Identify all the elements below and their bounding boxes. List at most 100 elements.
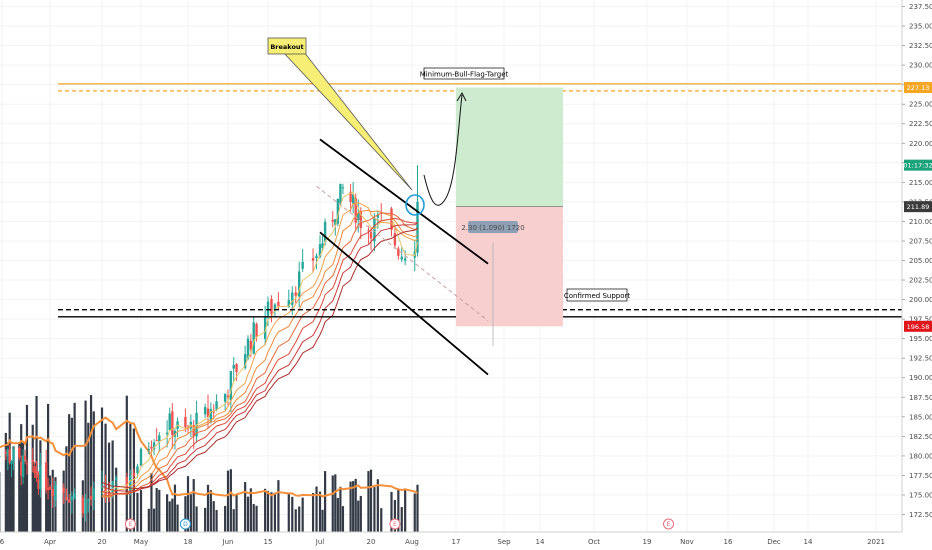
volume-bar (115, 467, 118, 532)
volume-bar (125, 395, 128, 532)
candle-body (263, 317, 267, 339)
candle-body (373, 218, 376, 242)
candle-body (403, 258, 407, 261)
candle-body (23, 455, 27, 460)
candle-body (400, 256, 403, 260)
price-badge-label: 196.58 (907, 323, 930, 331)
time-axis[interactable]: 6 Apr 20 May 18 Jun 15 Jul 20 Aug 17 Sep 14 Oct 19 Nov 1… (0, 531, 902, 550)
candle-body (334, 219, 337, 226)
volume-bar (226, 470, 230, 532)
time-tick-label: May (134, 538, 148, 546)
price-tick-label: 232.50 (909, 42, 932, 50)
volume-bar (252, 504, 255, 532)
volume-bar (212, 501, 215, 532)
volume-bar (266, 490, 270, 532)
candle-body (226, 395, 230, 398)
event-marker-label: E (128, 521, 132, 528)
candle-body (369, 232, 373, 239)
candle-body (323, 221, 327, 243)
time-tick-label: 20 (367, 538, 376, 546)
volume-bar (321, 509, 324, 532)
volume-bar (373, 487, 376, 532)
volume-bar (33, 463, 36, 532)
volume-bar (294, 509, 297, 532)
price-tick-label: 195.00 (909, 335, 932, 343)
candle-body (357, 213, 360, 221)
volume-bar (184, 496, 187, 532)
candle-body (65, 497, 68, 500)
moving-average-line (101, 202, 418, 498)
volume-bar (404, 489, 407, 532)
candle-body (39, 465, 42, 490)
candle-body (336, 198, 340, 224)
price-tick-label: 175.00 (909, 491, 932, 499)
price-badge-label: 01:17:32 (903, 162, 932, 170)
candle-body (89, 496, 93, 500)
channel-mid-line (316, 185, 489, 322)
candle-body (294, 292, 297, 296)
volume-bar (315, 486, 318, 532)
candle-body (223, 393, 227, 402)
candle-body (255, 323, 258, 338)
price-tick-label: 235.00 (909, 23, 932, 31)
volume-bar (224, 505, 227, 532)
candle-body (232, 365, 235, 369)
volume-bar (369, 469, 373, 532)
descending-channel (316, 138, 489, 376)
volume-bar (390, 491, 393, 532)
volume-bar (298, 506, 301, 532)
event-marker (389, 518, 401, 530)
volume-bar (357, 500, 360, 532)
candle-body (229, 370, 233, 401)
candle-body (125, 477, 129, 489)
time-tick-label: Aug (405, 538, 419, 546)
target-label: Minimum-Bull-Flag-Target (420, 71, 509, 79)
volume-bar (155, 487, 158, 532)
volume-bar (341, 506, 345, 532)
volume-bar (168, 501, 171, 532)
candle-body (31, 459, 34, 462)
candle-body (266, 301, 270, 316)
candle-body (235, 364, 238, 373)
candle-body (246, 338, 250, 359)
position-label-box (468, 221, 518, 233)
time-tick-label: 6 (0, 538, 5, 546)
long-position-tool[interactable]: 2.30 (1.090) 1720 (456, 87, 563, 347)
volume-bar (301, 497, 304, 532)
price-tick-label: 205.00 (909, 257, 932, 265)
candlesticks (0, 165, 419, 522)
volume-bar (206, 484, 210, 532)
price-badge (904, 159, 932, 171)
price-tick-label: 190.00 (909, 374, 932, 382)
price-tick-label: 185.00 (909, 413, 932, 421)
volume-bar (380, 508, 383, 532)
candle-body (376, 215, 380, 218)
volume-bar (277, 480, 280, 532)
target-label-box (423, 67, 505, 80)
volume-bar (10, 461, 13, 532)
volume-bar (291, 496, 294, 532)
candle-body (184, 416, 187, 428)
candle-body (114, 477, 118, 480)
candle-body (70, 496, 74, 501)
volume-bar (400, 507, 403, 532)
candle-body (301, 261, 304, 269)
candle-body (291, 292, 294, 305)
projected-path-arrow (423, 94, 463, 206)
candle-body (165, 432, 169, 435)
candle-body (0, 456, 1, 458)
event-marker-label: E (393, 521, 397, 528)
candle-body (354, 198, 357, 223)
price-axis[interactable]: 237.50235.00232.50230.00227.50225.00222.… (901, 0, 932, 550)
time-tick-label: Jun (222, 538, 234, 546)
candle-body (67, 499, 71, 503)
candle-body (206, 408, 210, 418)
position-label: 2.30 (1.090) 1720 (461, 224, 524, 232)
volume-bar (339, 486, 342, 532)
candle-body (416, 201, 419, 253)
volume-bar (18, 442, 21, 532)
volume-bar (31, 424, 34, 532)
target-zone (456, 87, 563, 207)
price-tick-label: 177.50 (909, 472, 932, 480)
